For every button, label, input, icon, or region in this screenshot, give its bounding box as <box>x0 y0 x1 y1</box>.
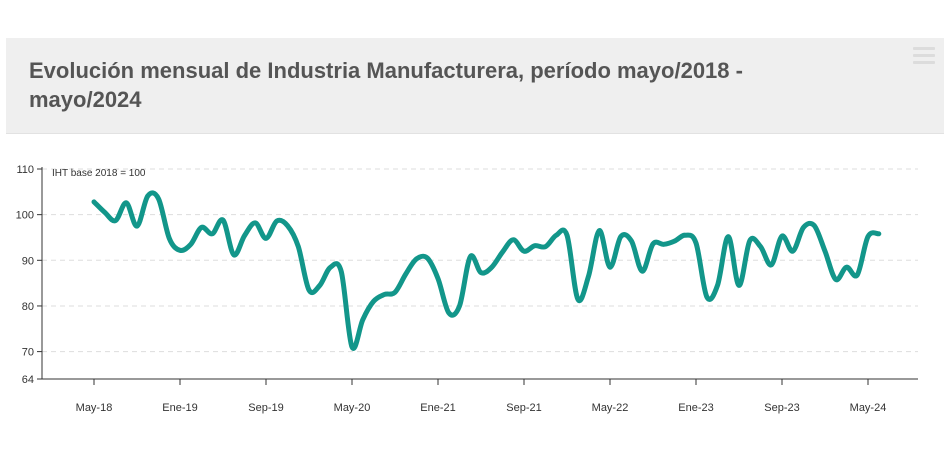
y-axis-unit-label: IHT base 2018 = 100 <box>52 168 146 179</box>
y-tick-label: 90 <box>22 255 34 267</box>
x-tick-label: May-18 <box>76 402 113 414</box>
chart-title: Evolución mensual de Industria Manufactu… <box>29 58 743 112</box>
y-tick-label: 100 <box>16 210 34 222</box>
chart-header: Evolución mensual de Industria Manufactu… <box>6 38 944 134</box>
y-tick-label: 110 <box>16 164 34 176</box>
x-tick-label: Sep-21 <box>506 402 541 414</box>
x-tick-label: Ene-21 <box>420 402 455 414</box>
x-tick-label: Ene-23 <box>678 402 713 414</box>
y-tick-label: 70 <box>22 347 34 359</box>
hamburger-menu-icon[interactable] <box>909 43 939 69</box>
x-tick-label: Ene-19 <box>162 402 197 414</box>
x-tick-label: May-22 <box>592 402 629 414</box>
series-layer <box>91 190 882 351</box>
y-tick-label: 80 <box>22 301 34 313</box>
series-line[interactable] <box>91 190 882 351</box>
x-tick-label: Sep-23 <box>764 402 799 414</box>
x-tick-label: May-20 <box>334 402 371 414</box>
axes: 64 70 80 90 100 110 May-18 Ene-19 Sep-19 May-20 En… <box>16 164 918 414</box>
y-tick-label: 64 <box>22 374 34 386</box>
x-tick-label: Sep-19 <box>248 402 283 414</box>
grid-lines <box>42 168 918 353</box>
x-tick-label: May-24 <box>850 402 887 414</box>
